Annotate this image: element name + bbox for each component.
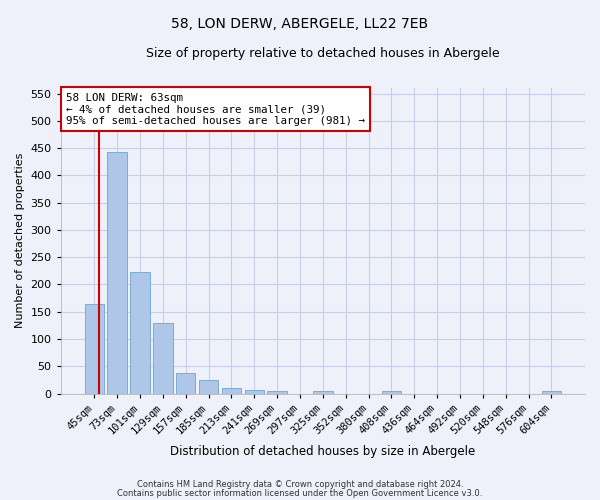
Bar <box>382 391 401 394</box>
X-axis label: Distribution of detached houses by size in Abergele: Distribution of detached houses by size … <box>170 444 475 458</box>
Bar <box>199 380 218 394</box>
Bar <box>268 391 287 394</box>
Bar <box>245 390 264 394</box>
Text: Contains HM Land Registry data © Crown copyright and database right 2024.: Contains HM Land Registry data © Crown c… <box>137 480 463 489</box>
Bar <box>107 152 127 394</box>
Bar <box>542 391 561 394</box>
Bar <box>176 373 196 394</box>
Bar <box>85 304 104 394</box>
Bar <box>313 391 332 394</box>
Y-axis label: Number of detached properties: Number of detached properties <box>15 153 25 328</box>
Bar <box>221 388 241 394</box>
Bar <box>130 272 149 394</box>
Text: Contains public sector information licensed under the Open Government Licence v3: Contains public sector information licen… <box>118 488 482 498</box>
Title: Size of property relative to detached houses in Abergele: Size of property relative to detached ho… <box>146 48 500 60</box>
Text: 58, LON DERW, ABERGELE, LL22 7EB: 58, LON DERW, ABERGELE, LL22 7EB <box>172 18 428 32</box>
Bar <box>153 322 173 394</box>
Text: 58 LON DERW: 63sqm
← 4% of detached houses are smaller (39)
95% of semi-detached: 58 LON DERW: 63sqm ← 4% of detached hous… <box>66 92 365 126</box>
